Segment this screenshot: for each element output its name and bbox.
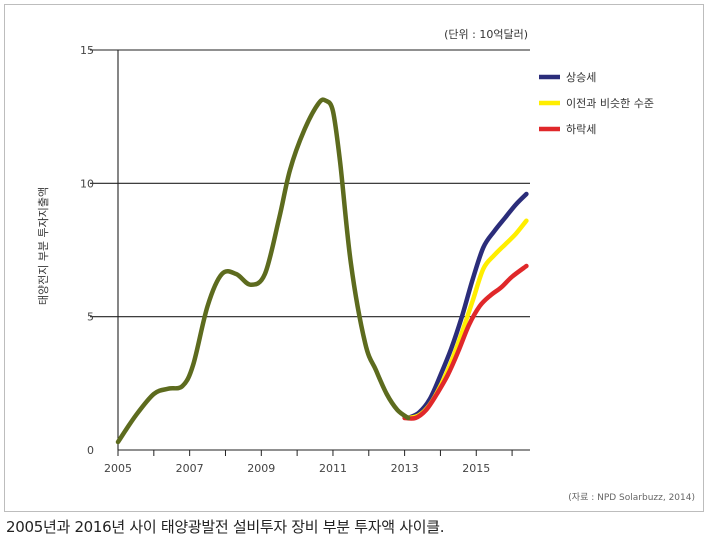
x-tick-label-2009: 2009 xyxy=(247,462,275,475)
series-lines xyxy=(115,97,529,445)
unit-label: (단위 : 10억달러) xyxy=(444,28,528,41)
y-tick-label-5: 5 xyxy=(87,311,94,324)
series-line-2 xyxy=(402,263,529,421)
x-tick-label-2013: 2013 xyxy=(391,462,419,475)
history-line xyxy=(115,97,411,445)
x-tick-label-2015: 2015 xyxy=(462,462,490,475)
y-axis-label: 태양전지 부분 투자지출액 xyxy=(37,187,50,305)
figure-caption: 2005년과 2016년 사이 태양광발전 설비투자 장비 부분 투자액 사이클… xyxy=(6,518,445,536)
legend-label-2: 하락세 xyxy=(566,122,596,136)
source-note: (자료 : NPD Solarbuzz, 2014) xyxy=(568,492,695,503)
x-tick-label-2007: 2007 xyxy=(176,462,204,475)
grid-lines xyxy=(90,49,530,318)
legend-label-1: 이전과 비슷한 수준 xyxy=(566,97,654,110)
x-tick-label-2005: 2005 xyxy=(104,462,132,475)
y-tick-label-10: 10 xyxy=(80,177,94,190)
y-tick-label-0: 0 xyxy=(87,444,94,457)
x-tick-label-2011: 2011 xyxy=(319,462,347,475)
tick-labels: 0 5 10 15 2005 2007 2009 2011 2013 2015 xyxy=(80,44,490,475)
series-line-1 xyxy=(405,218,529,421)
figure-frame xyxy=(4,4,704,512)
legend-label-0: 상승세 xyxy=(566,71,596,84)
axes xyxy=(117,50,530,456)
series-line-0 xyxy=(405,191,529,421)
y-tick-label-15: 15 xyxy=(80,44,94,57)
